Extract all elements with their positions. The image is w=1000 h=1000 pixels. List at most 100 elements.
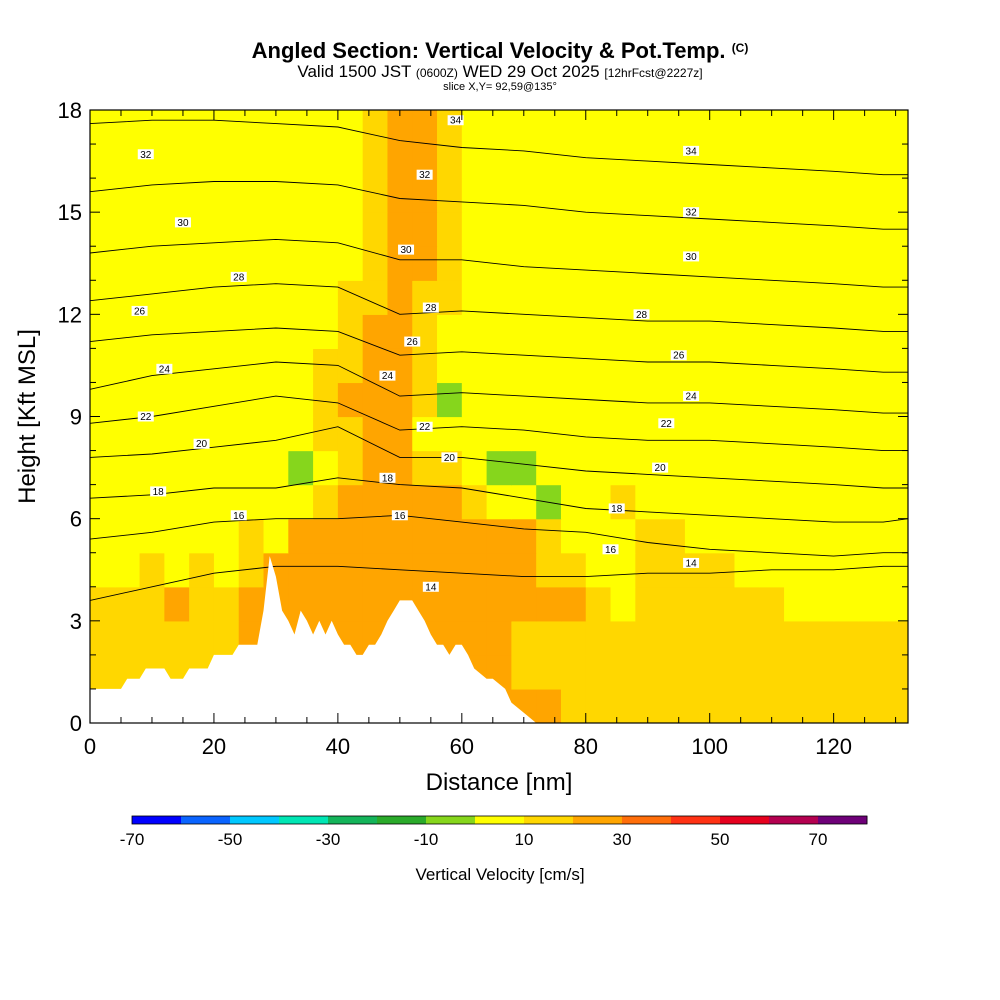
theta-label-bg — [416, 169, 433, 180]
velocity-cell — [461, 110, 488, 145]
velocity-cell — [263, 450, 289, 486]
velocity-cell — [610, 620, 636, 656]
velocity-cell — [808, 654, 835, 690]
velocity-cell — [387, 382, 413, 418]
velocity-cell — [833, 552, 860, 588]
velocity-cell — [585, 552, 612, 588]
velocity-cell — [313, 552, 339, 588]
x-tick-label: 120 — [815, 734, 852, 759]
velocity-cell — [858, 348, 884, 384]
colorbar-swatch — [328, 816, 378, 824]
velocity-cell — [114, 416, 141, 452]
velocity-cell — [189, 484, 215, 520]
theta-label-bg — [602, 544, 619, 555]
velocity-cell — [437, 416, 463, 452]
velocity-cell — [734, 518, 760, 554]
velocity-cell — [189, 280, 215, 315]
velocity-cell — [412, 246, 438, 281]
velocity-cell — [313, 586, 339, 622]
colorbar-swatch — [132, 816, 182, 824]
velocity-cell — [387, 144, 413, 179]
colorbar-swatch — [475, 816, 525, 824]
velocity-cell — [90, 620, 116, 656]
velocity-cell — [660, 654, 686, 690]
velocity-cell — [486, 518, 512, 554]
theta-label: 26 — [673, 351, 685, 362]
velocity-cell — [90, 314, 116, 349]
colorbar-frame — [131, 815, 868, 825]
chart-title: Angled Section: Vertical Velocity & Pot.… — [0, 36, 1000, 63]
velocity-cell — [387, 178, 413, 213]
velocity-cell — [114, 382, 141, 418]
velocity-cell — [213, 586, 240, 622]
velocity-cell — [189, 620, 215, 656]
velocity-cell — [461, 348, 488, 384]
velocity-cell — [585, 586, 612, 622]
velocity-cell — [511, 518, 537, 554]
velocity-cell — [858, 654, 884, 690]
theta-label-bg — [670, 350, 687, 361]
velocity-cell — [90, 586, 116, 622]
velocity-cell — [263, 280, 289, 315]
velocity-cell — [486, 552, 512, 588]
velocity-cell — [288, 450, 314, 486]
velocity-cell — [808, 484, 835, 520]
x-tick-label: 80 — [574, 734, 598, 759]
velocity-cell — [486, 280, 512, 315]
colorbar-tick-label: -70 — [120, 830, 145, 849]
velocity-cell — [759, 518, 785, 554]
velocity-cell — [833, 280, 860, 315]
theta-label: 16 — [605, 545, 617, 556]
velocity-cell — [660, 382, 686, 418]
forecast-info: [12hrFcst@2227z] — [604, 66, 703, 80]
velocity-cell — [759, 246, 785, 281]
velocity-cell — [660, 620, 686, 656]
velocity-cell — [114, 178, 141, 213]
velocity-cell — [784, 246, 810, 281]
velocity-cell — [362, 586, 389, 622]
velocity-cell — [808, 518, 835, 554]
velocity-cell — [808, 688, 835, 723]
velocity-cell — [213, 212, 240, 247]
velocity-cell — [833, 654, 860, 690]
theta-isoline-14 — [90, 565, 908, 601]
velocity-cell — [486, 620, 512, 656]
velocity-cell — [461, 586, 488, 622]
velocity-cell — [560, 348, 587, 384]
velocity-cell — [337, 144, 364, 179]
velocity-cell — [709, 246, 736, 281]
velocity-cell — [461, 314, 488, 349]
velocity-cell — [709, 416, 736, 452]
velocity-cell — [684, 450, 711, 486]
velocity-cell — [759, 654, 785, 690]
valid-prefix: Valid 1500 JST — [297, 62, 412, 81]
theta-label: 20 — [196, 439, 208, 450]
velocity-cell — [808, 348, 835, 384]
velocity-cell — [511, 280, 537, 315]
velocity-cell — [139, 382, 165, 418]
velocity-cell — [610, 654, 636, 690]
velocity-cell — [362, 518, 389, 554]
velocity-cell — [883, 484, 908, 520]
velocity-cell — [858, 620, 884, 656]
velocity-cell — [833, 178, 860, 213]
velocity-cell — [585, 450, 612, 486]
velocity-cell — [883, 586, 908, 622]
velocity-cell — [734, 416, 760, 452]
velocity-cell — [833, 212, 860, 247]
velocity-cell — [684, 484, 711, 520]
theta-label-bg — [441, 452, 458, 463]
velocity-cell — [114, 110, 141, 145]
y-tick-label: 18 — [58, 98, 82, 123]
velocity-cell — [288, 314, 314, 349]
velocity-cell — [313, 246, 339, 281]
velocity-cell — [461, 382, 488, 418]
velocity-cell — [437, 246, 463, 281]
velocity-cell — [412, 110, 438, 145]
velocity-cell — [313, 416, 339, 452]
velocity-cell — [709, 178, 736, 213]
colorbar-tick-label: -30 — [316, 830, 341, 849]
velocity-cell — [833, 416, 860, 452]
theta-label-bg — [683, 145, 700, 156]
velocity-cell — [808, 314, 835, 349]
